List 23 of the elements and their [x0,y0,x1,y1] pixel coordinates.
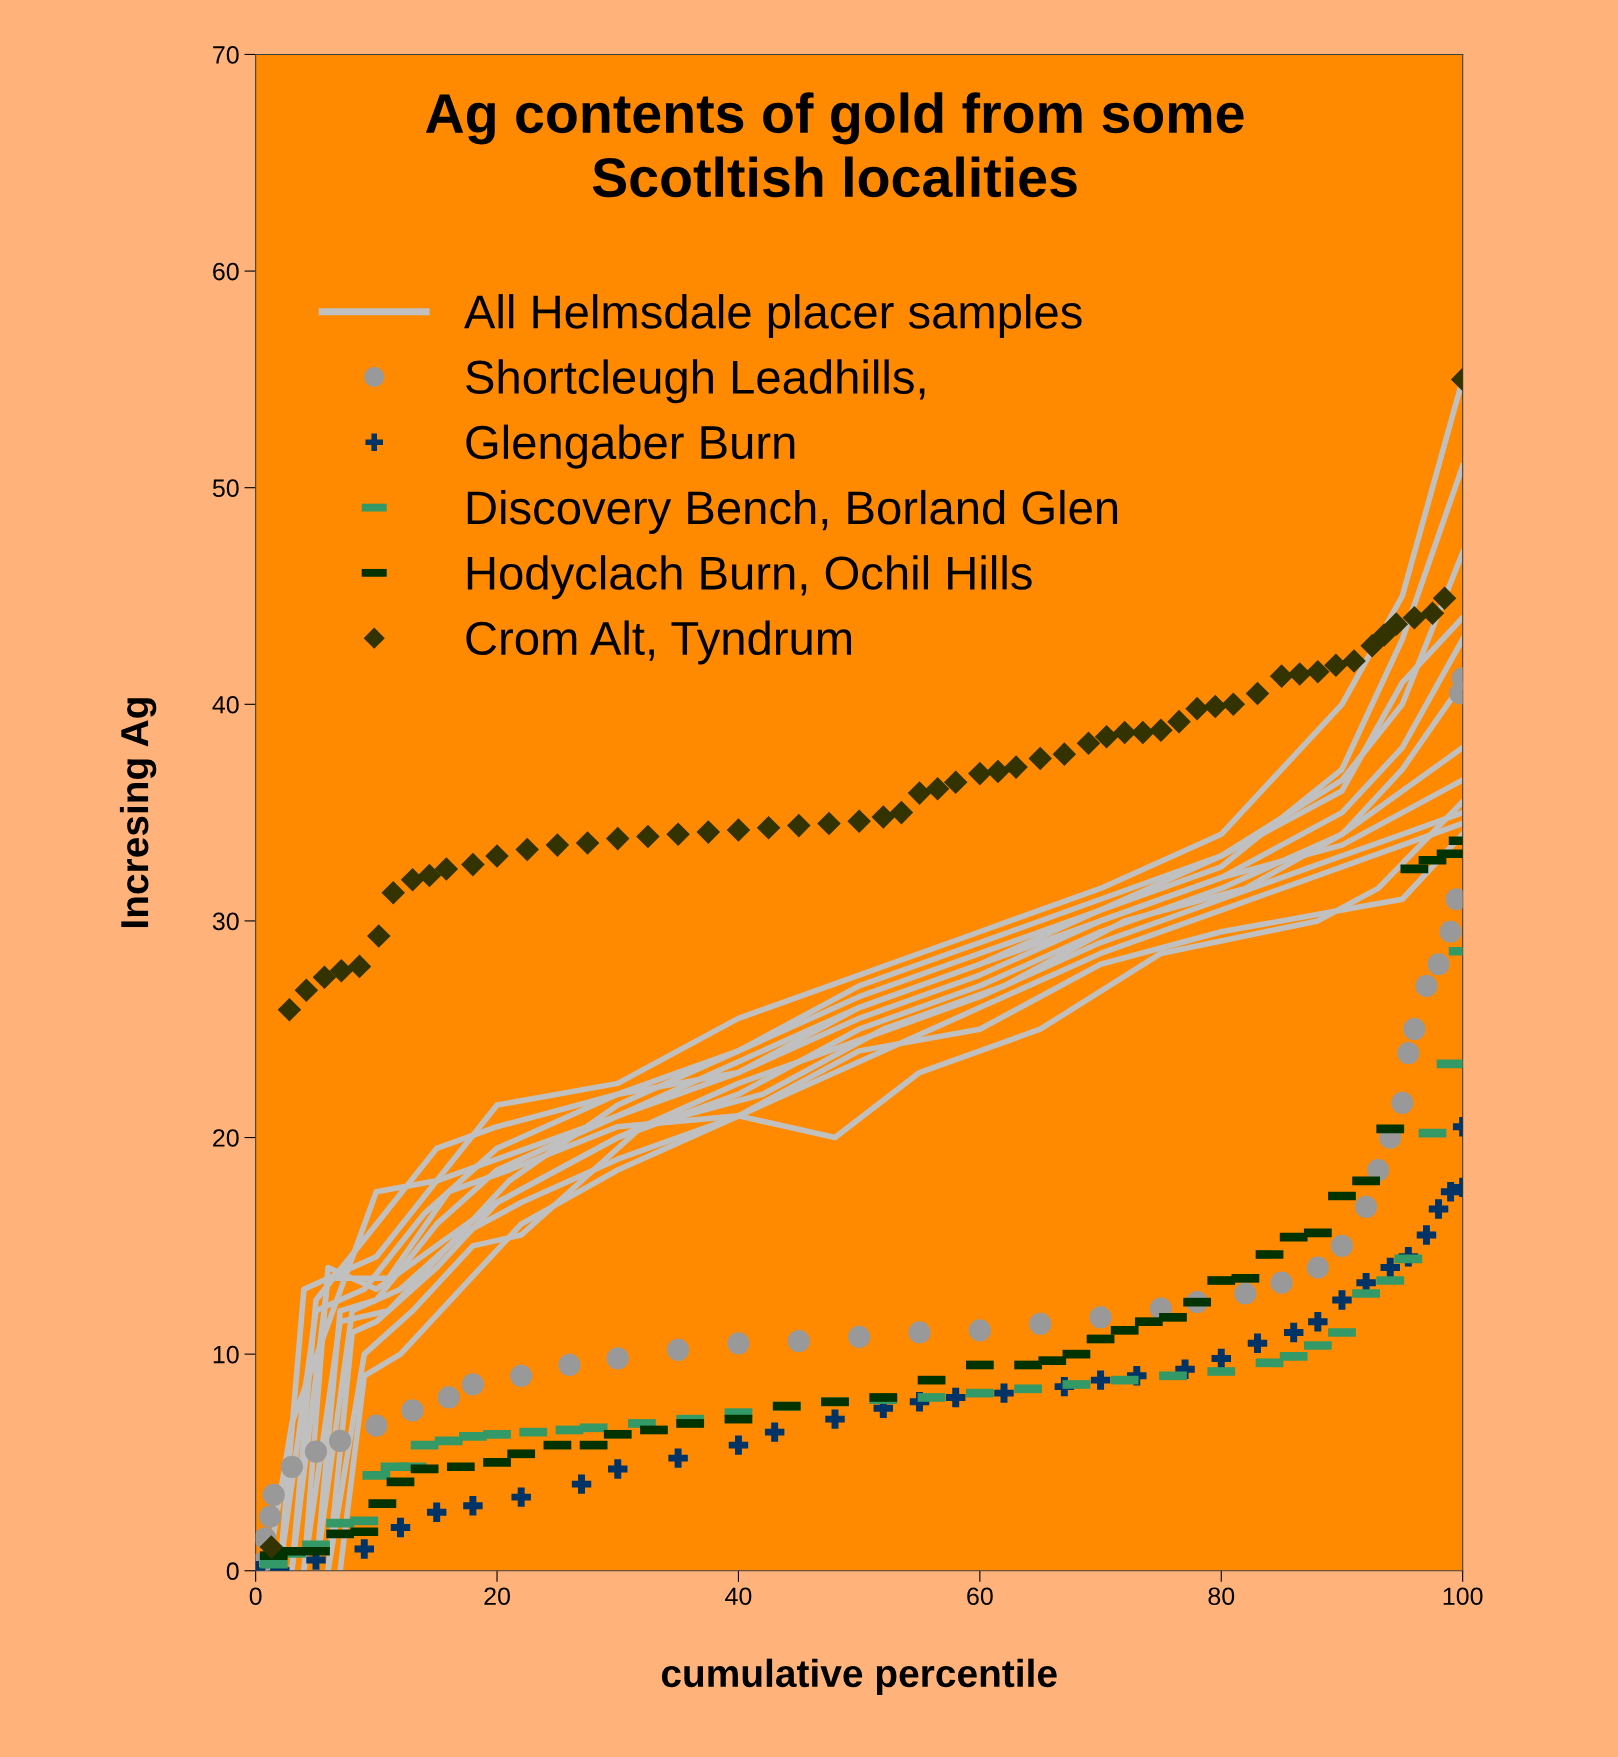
x-tick-label: 0 [249,1587,262,1606]
y-tick-label: 50 [212,479,239,497]
y-tick-label: 20 [213,1129,239,1147]
text: Ag contents of gold from some Scotltish localities [425,92,1244,198]
legend-label: Crom Alt, Tyndrum [466,620,852,665]
y-tick-label: 30 [212,912,239,931]
x-tick-label: 20 [484,1587,510,1606]
x-tick-label: 80 [1208,1587,1235,1606]
y-tick-label: 10 [213,1345,239,1364]
legend-label: All Helmsdale placer samples [464,294,1082,339]
y-tick-label: 0 [226,1562,239,1581]
y-tick-label: 70 [213,46,239,64]
legend-label: Glengaber Burn [466,424,795,469]
x-tick-label: 60 [967,1587,993,1606]
y-axis-title: Incresing Ag [119,698,157,928]
legend-label: Shortcleugh Leadhills, [466,359,925,404]
y-tick-label: 60 [213,262,239,281]
x-tick-label: 40 [725,1587,752,1606]
y-tick-label: 40 [212,695,239,714]
x-tick-label: 100 [1443,1587,1483,1606]
legend-label: Discovery Bench, Borland Glen [467,489,1118,534]
legend-label: Hodyclach Burn, Ochil Hills [467,555,1032,600]
x-axis-title: cumulative percentile [661,1658,1057,1695]
